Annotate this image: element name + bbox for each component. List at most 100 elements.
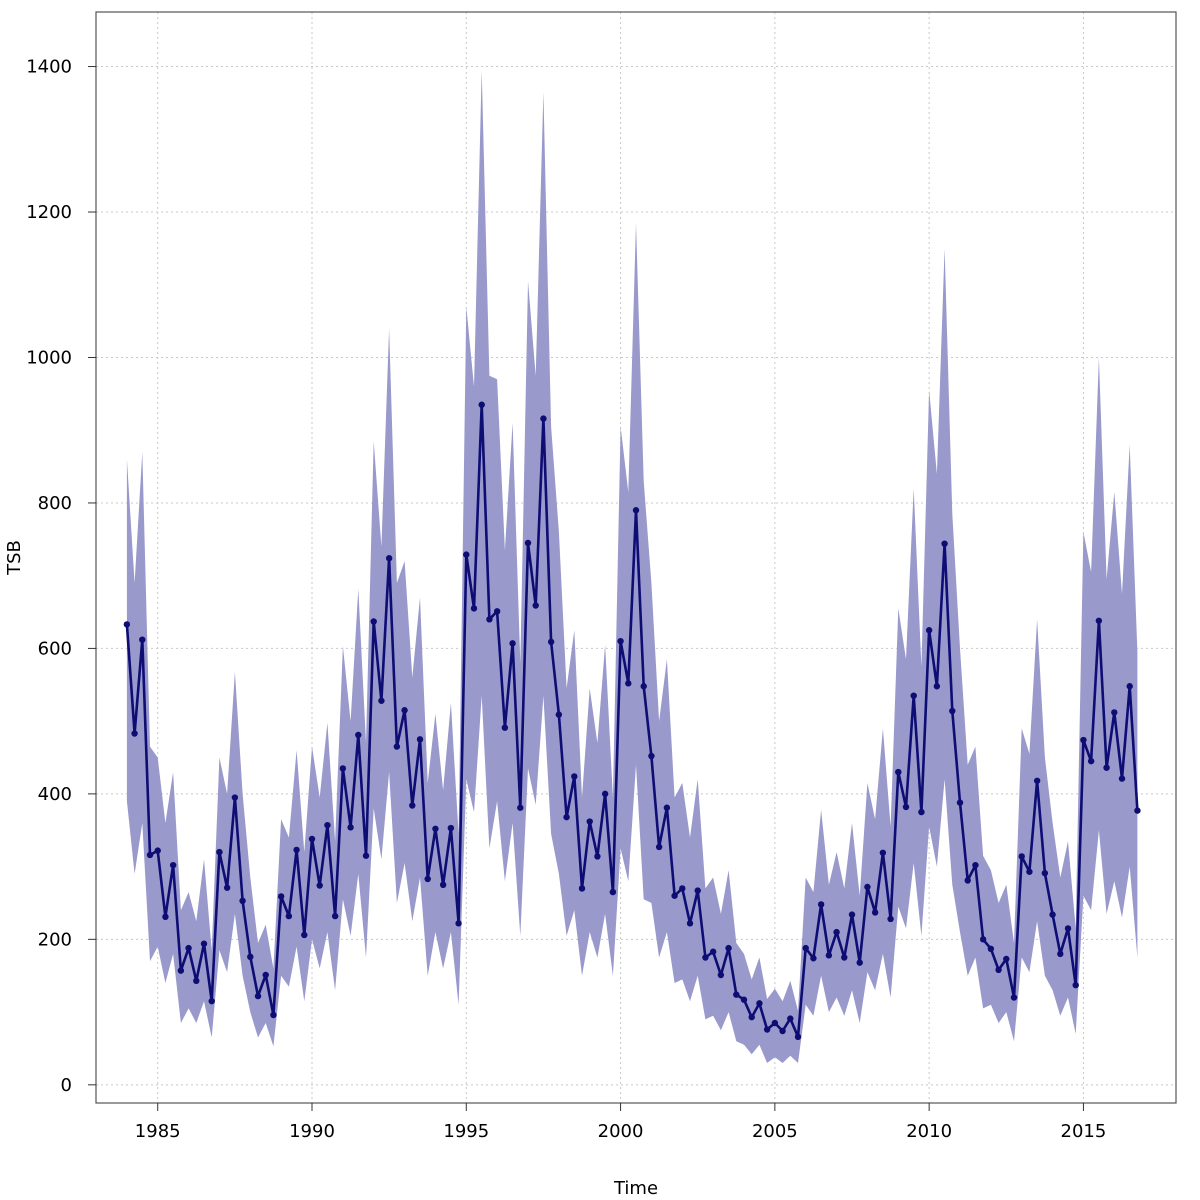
data-point: [247, 953, 254, 961]
data-point: [432, 825, 439, 832]
data-point: [902, 803, 910, 811]
data-point: [1064, 925, 1072, 932]
data-point: [1087, 757, 1095, 765]
data-point: [1033, 777, 1041, 784]
data-point: [941, 540, 948, 547]
data-point: [671, 892, 678, 899]
data-point: [1134, 807, 1141, 814]
y-tick-label: 400: [38, 784, 72, 805]
data-point: [501, 724, 509, 731]
x-axis: 1985 1990 1995 2000 2005 2010 2015: [135, 1103, 1107, 1142]
data-point: [1072, 981, 1079, 989]
data-point: [547, 638, 555, 646]
data-point: [871, 909, 879, 916]
x-tick-label: 2005: [752, 1121, 798, 1142]
data-point: [810, 955, 817, 962]
data-point: [1026, 868, 1033, 875]
data-point: [455, 920, 462, 927]
data-point: [324, 821, 331, 829]
data-point: [409, 802, 416, 809]
data-point: [964, 877, 971, 884]
data-point: [956, 799, 964, 806]
data-point: [1049, 911, 1056, 918]
data-point: [709, 948, 717, 955]
data-point: [640, 683, 647, 690]
data-point: [1003, 955, 1010, 963]
data-point: [231, 794, 239, 801]
x-tick-label: 2000: [598, 1121, 644, 1142]
y-tick-label: 1200: [26, 202, 72, 223]
data-point: [208, 997, 215, 1005]
confidence-band: [126, 70, 1138, 1063]
data-point: [601, 790, 609, 798]
data-point: [493, 608, 501, 615]
data-point: [1126, 683, 1133, 690]
data-point: [1111, 709, 1118, 716]
data-point: [864, 883, 871, 891]
data-point: [378, 697, 385, 704]
data-point: [285, 912, 293, 920]
data-point: [123, 621, 131, 628]
y-tick-label: 1000: [26, 347, 72, 368]
y-tick-label: 0: [61, 1075, 72, 1096]
data-point: [578, 885, 586, 892]
data-point: [794, 1033, 802, 1041]
data-point: [486, 616, 493, 623]
y-axis: 0 200 400 600 800 1000 1200 1400: [26, 57, 96, 1096]
data-point: [686, 920, 694, 927]
data-point: [216, 848, 223, 856]
x-tick-label: 2015: [1061, 1121, 1107, 1142]
data-point: [177, 967, 185, 974]
data-point: [763, 1026, 771, 1033]
data-point: [439, 881, 447, 888]
data-point: [185, 944, 192, 952]
data-point: [146, 851, 154, 859]
data-point: [370, 618, 377, 625]
data-point: [817, 901, 825, 908]
data-point: [293, 846, 300, 854]
data-point: [717, 971, 725, 979]
data-point: [331, 912, 339, 920]
data-point: [655, 843, 663, 851]
data-point: [200, 940, 208, 947]
data-point: [424, 875, 431, 883]
y-tick-label: 600: [38, 638, 72, 659]
data-point: [540, 415, 547, 422]
x-tick-label: 1995: [443, 1121, 489, 1142]
x-tick-label: 1985: [135, 1121, 181, 1142]
data-point: [910, 692, 917, 699]
data-point: [856, 959, 863, 966]
data-point: [987, 945, 995, 953]
data-point: [532, 602, 539, 609]
data-point: [841, 954, 848, 961]
y-tick-label: 1400: [26, 57, 72, 78]
data-point: [632, 507, 640, 514]
data-point: [1010, 994, 1018, 1001]
data-point: [270, 1011, 277, 1019]
data-point: [131, 730, 138, 737]
data-point: [339, 765, 347, 772]
data-point: [277, 893, 285, 900]
data-point: [1041, 869, 1049, 877]
data-point: [347, 824, 354, 831]
data-point: [1118, 775, 1126, 782]
x-tick-label: 2010: [906, 1121, 952, 1142]
data-point: [995, 966, 1002, 974]
data-point: [979, 936, 987, 943]
data-point: [702, 954, 709, 961]
data-point: [879, 849, 887, 856]
data-point: [139, 636, 146, 643]
y-tick-label: 200: [38, 929, 72, 950]
data-point: [648, 752, 655, 760]
data-point: [825, 952, 833, 959]
y-tick-label: 800: [38, 493, 72, 514]
y-axis-title: TSB: [4, 540, 25, 576]
data-point: [848, 911, 856, 918]
data-point: [617, 637, 624, 645]
data-point: [162, 913, 169, 921]
plot-frame: [95, 11, 1177, 1104]
data-point: [571, 773, 578, 780]
data-point: [1080, 736, 1087, 744]
data-point: [355, 731, 362, 739]
